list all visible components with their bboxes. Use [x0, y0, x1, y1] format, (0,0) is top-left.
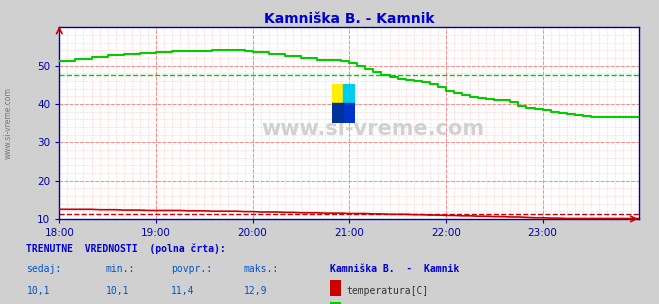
Text: maks.:: maks.:: [244, 264, 279, 275]
Bar: [343, 103, 355, 123]
Title: Kamniška B. - Kamnik: Kamniška B. - Kamnik: [264, 12, 434, 26]
Text: www.si-vreme.com: www.si-vreme.com: [3, 87, 13, 159]
Text: www.si-vreme.com: www.si-vreme.com: [261, 119, 484, 139]
Text: 10,1: 10,1: [105, 286, 129, 296]
Text: Kamniška B.  -  Kamnik: Kamniška B. - Kamnik: [330, 264, 459, 275]
Text: 10,1: 10,1: [26, 286, 50, 296]
Bar: [343, 84, 355, 103]
Text: 12,9: 12,9: [244, 286, 268, 296]
Text: sedaj:: sedaj:: [26, 264, 61, 275]
Bar: [332, 103, 343, 123]
Text: TRENUTNE  VREDNOSTI  (polna črta):: TRENUTNE VREDNOSTI (polna črta):: [26, 243, 226, 254]
Text: min.:: min.:: [105, 264, 135, 275]
Text: povpr.:: povpr.:: [171, 264, 212, 275]
Bar: [332, 84, 343, 103]
Text: 11,4: 11,4: [171, 286, 195, 296]
Text: temperatura[C]: temperatura[C]: [347, 286, 429, 296]
